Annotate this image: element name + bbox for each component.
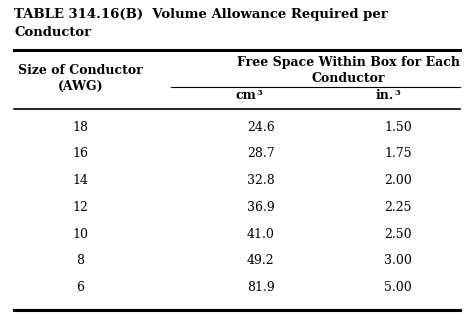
Text: 32.8: 32.8	[247, 174, 274, 187]
Text: 2.00: 2.00	[384, 174, 412, 187]
Text: 3: 3	[394, 89, 400, 97]
Text: in.: in.	[375, 89, 393, 101]
Text: 18: 18	[73, 121, 89, 134]
Text: 24.6: 24.6	[247, 121, 274, 134]
Text: 5.00: 5.00	[384, 281, 412, 294]
Text: 81.9: 81.9	[247, 281, 274, 294]
Text: 12: 12	[73, 201, 89, 214]
Text: Conductor: Conductor	[311, 72, 385, 85]
Text: (AWG): (AWG)	[58, 80, 103, 93]
Text: 1.75: 1.75	[384, 147, 412, 160]
Text: cm: cm	[235, 89, 256, 101]
Text: Conductor: Conductor	[14, 26, 91, 39]
Text: 6: 6	[77, 281, 84, 294]
Text: 41.0: 41.0	[247, 228, 274, 241]
Text: 2.50: 2.50	[384, 228, 412, 241]
Text: 49.2: 49.2	[247, 254, 274, 267]
Text: 1.50: 1.50	[384, 121, 412, 134]
Text: 8: 8	[77, 254, 84, 267]
Text: 28.7: 28.7	[247, 147, 274, 160]
Text: Size of Conductor: Size of Conductor	[18, 64, 143, 77]
Text: 3: 3	[257, 89, 263, 97]
Text: 36.9: 36.9	[247, 201, 274, 214]
Text: 14: 14	[73, 174, 89, 187]
Text: 10: 10	[73, 228, 89, 241]
Text: Free Space Within Box for Each: Free Space Within Box for Each	[237, 56, 460, 69]
Text: 2.25: 2.25	[384, 201, 412, 214]
Text: TABLE 314.16(B)  Volume Allowance Required per: TABLE 314.16(B) Volume Allowance Require…	[14, 8, 388, 21]
Text: 3.00: 3.00	[384, 254, 412, 267]
Text: 16: 16	[73, 147, 89, 160]
